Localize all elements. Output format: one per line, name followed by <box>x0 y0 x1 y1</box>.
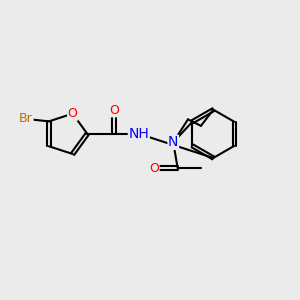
Text: Br: Br <box>19 112 33 125</box>
Text: O: O <box>149 162 159 175</box>
Text: O: O <box>68 107 78 120</box>
Text: O: O <box>109 104 119 117</box>
Text: N: N <box>168 135 178 149</box>
Text: NH: NH <box>128 127 149 141</box>
